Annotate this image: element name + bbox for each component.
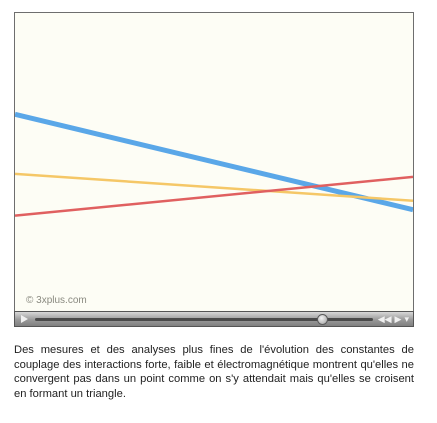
play-icon — [20, 315, 28, 323]
em-coupling-line — [15, 175, 413, 217]
control-icons: ◀◀ ▶ ▾ — [378, 313, 409, 325]
strong-coupling-line — [15, 111, 413, 213]
seek-track[interactable] — [35, 314, 373, 325]
rewind-icon[interactable]: ◀◀ — [377, 314, 392, 324]
description-caption: Des mesures et des analyses plus fines d… — [14, 344, 414, 400]
copyright-credit: © 3xplus.com — [26, 295, 87, 306]
weak-coupling-line — [15, 172, 413, 202]
video-controls: ◀◀ ▶ ▾ — [14, 311, 414, 327]
seek-handle[interactable] — [317, 314, 329, 325]
volume-icon[interactable]: ▾ — [404, 314, 409, 324]
play-button[interactable] — [17, 313, 31, 325]
fast-forward-icon[interactable]: ▶ — [394, 314, 402, 324]
video-frame[interactable]: © 3xplus.com — [14, 12, 414, 312]
coupling-lines-plot — [15, 111, 413, 217]
